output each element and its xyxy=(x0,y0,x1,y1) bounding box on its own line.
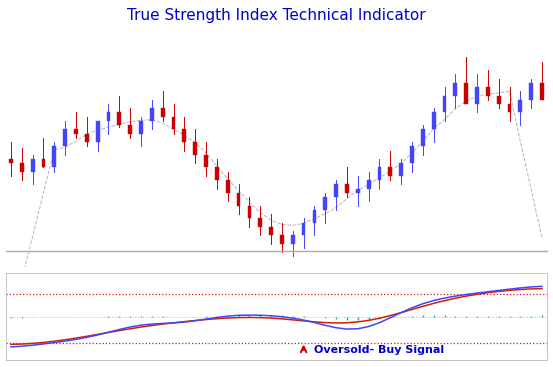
Bar xyxy=(182,130,186,142)
Bar xyxy=(442,95,446,112)
Bar xyxy=(465,83,468,104)
Bar xyxy=(237,193,241,206)
Bar xyxy=(410,146,414,163)
Bar xyxy=(421,130,425,146)
Bar xyxy=(53,146,56,167)
Bar xyxy=(258,218,262,227)
Bar xyxy=(139,121,143,134)
Bar xyxy=(291,235,295,244)
Bar xyxy=(508,104,512,112)
Bar xyxy=(107,112,111,121)
Title: True Strength Index Technical Indicator: True Strength Index Technical Indicator xyxy=(127,8,426,23)
Bar xyxy=(280,235,284,244)
Bar xyxy=(356,189,359,193)
Bar xyxy=(269,227,273,235)
Bar xyxy=(453,83,457,95)
Bar xyxy=(194,142,197,155)
Bar xyxy=(20,163,24,172)
Bar xyxy=(302,222,305,235)
Bar xyxy=(334,184,338,197)
Bar xyxy=(128,125,132,134)
Bar xyxy=(63,130,67,146)
Bar xyxy=(388,167,392,176)
Bar xyxy=(475,87,479,104)
Bar xyxy=(171,117,175,130)
Bar xyxy=(497,95,500,104)
Bar xyxy=(378,167,382,180)
Bar xyxy=(540,83,544,100)
Bar xyxy=(117,112,121,125)
Bar xyxy=(248,206,251,218)
Bar xyxy=(215,167,219,180)
Bar xyxy=(96,121,100,142)
Bar xyxy=(367,180,371,189)
Bar xyxy=(204,155,208,167)
Bar xyxy=(85,134,88,142)
Bar xyxy=(9,159,13,163)
Bar xyxy=(519,100,522,112)
Bar xyxy=(432,112,436,130)
Bar xyxy=(31,159,34,172)
Bar xyxy=(74,130,78,134)
Bar xyxy=(312,210,316,222)
Bar xyxy=(529,83,533,100)
Bar xyxy=(324,197,327,210)
Bar xyxy=(399,163,403,176)
Bar xyxy=(41,159,45,167)
Bar xyxy=(226,180,229,193)
Bar xyxy=(161,108,165,117)
Bar xyxy=(345,184,349,193)
Bar xyxy=(150,108,154,121)
Text: Oversold- Buy Signal: Oversold- Buy Signal xyxy=(315,345,445,355)
Bar xyxy=(486,87,490,95)
